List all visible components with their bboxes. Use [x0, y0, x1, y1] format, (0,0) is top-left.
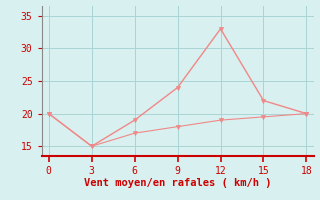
X-axis label: Vent moyen/en rafales ( km/h ): Vent moyen/en rafales ( km/h ) [84, 178, 271, 188]
